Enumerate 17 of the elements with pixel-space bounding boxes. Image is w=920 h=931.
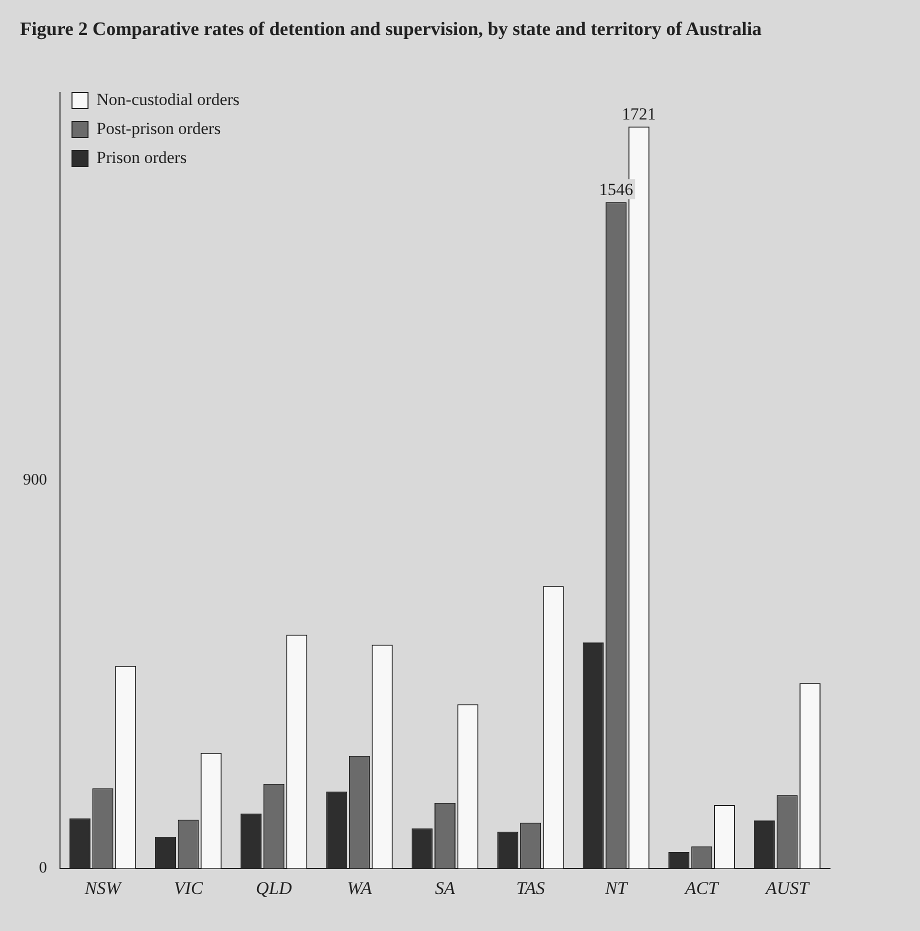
y-tick-label: 900 — [23, 472, 47, 489]
x-tick-label: WA — [347, 878, 373, 898]
chart-title: Figure 2 Comparative rates of detention and supervision, by state and territory of Australia — [20, 18, 763, 42]
legend-label: Post-prison orders — [96, 118, 221, 138]
legend-label: Prison orders — [96, 148, 187, 167]
legend-label: Non-custodial orders — [96, 90, 240, 109]
x-tick-label: SA — [435, 878, 456, 898]
x-tick-label: QLD — [256, 878, 292, 898]
x-tick-label: AUST — [764, 878, 811, 898]
x-tick-label: TAS — [516, 878, 545, 898]
data-label: 1546 — [599, 180, 634, 200]
x-tick-label: NSW — [84, 878, 123, 898]
data-label: 1721 — [622, 104, 656, 124]
x-tick-label: NT — [604, 878, 630, 898]
y-tick-label: 0 — [39, 860, 47, 877]
x-tick-label: VIC — [174, 878, 204, 898]
x-tick-label: ACT — [684, 878, 720, 898]
